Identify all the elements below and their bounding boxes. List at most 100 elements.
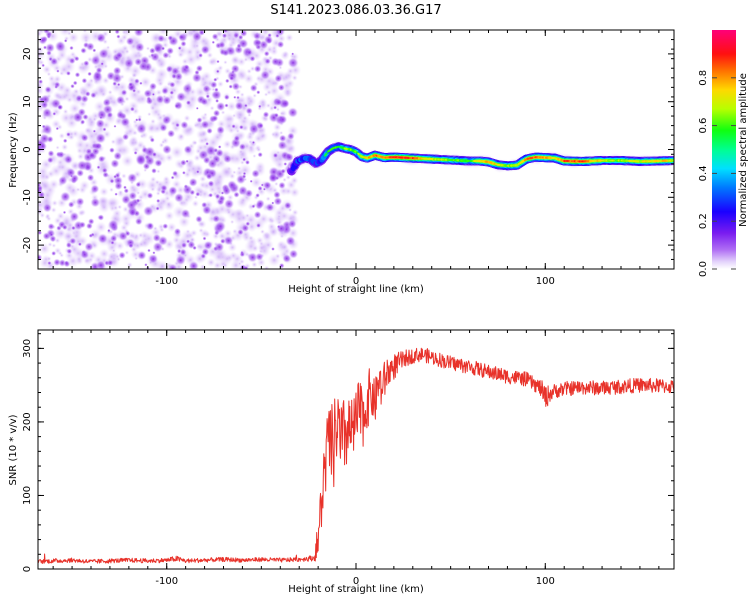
noise-blob — [122, 133, 130, 141]
noise-blob — [209, 105, 215, 111]
noise-blob — [120, 223, 128, 232]
noise-blob — [96, 32, 107, 43]
noise-blob — [59, 191, 71, 203]
noise-blob — [177, 51, 185, 59]
noise-blob — [63, 39, 68, 43]
noise-blob — [188, 177, 198, 187]
noise-blob — [255, 252, 264, 261]
noise-blob — [229, 251, 238, 261]
noise-blob — [182, 184, 193, 195]
noise-blob — [221, 33, 228, 39]
colorbar-ticks: 0.0 0.2 0.4 0.6 0.8 — [698, 70, 736, 277]
noise-blob — [164, 153, 174, 163]
noise-blob — [74, 72, 81, 78]
noise-blob — [196, 117, 203, 124]
noise-blob — [49, 232, 54, 237]
noise-blob — [149, 82, 157, 91]
noise-blob — [98, 48, 109, 60]
noise-blob — [248, 123, 260, 135]
noise-blob — [190, 229, 198, 237]
noise-blob — [256, 90, 261, 95]
noise-blob — [237, 229, 244, 236]
ridge-segment — [324, 152, 328, 157]
noise-blob — [115, 51, 124, 59]
noise-blob — [222, 30, 228, 34]
noise-blob — [216, 69, 220, 74]
noise-blob — [238, 34, 244, 40]
noise-blob — [95, 118, 106, 129]
noise-blob — [153, 44, 162, 53]
noise-blob — [39, 212, 46, 219]
noise-blob — [241, 174, 247, 179]
noise-blob — [123, 58, 134, 69]
noise-blob — [203, 240, 213, 250]
noise-blob — [44, 86, 52, 93]
noise-blob — [216, 125, 226, 135]
noise-blob — [156, 169, 161, 174]
noise-blob — [62, 210, 67, 215]
noise-blob — [206, 51, 214, 59]
noise-blob — [255, 199, 265, 209]
noise-blob — [156, 198, 161, 203]
noise-blob — [249, 179, 253, 183]
noise-blob — [245, 132, 255, 142]
noise-blob — [185, 100, 192, 106]
noise-blob — [255, 193, 260, 198]
noise-blob — [174, 72, 183, 81]
spectrogram-xlabel: Height of straight line (km) — [288, 284, 424, 295]
noise-blob — [143, 89, 153, 98]
noise-blob — [214, 193, 221, 200]
noise-blob — [113, 124, 117, 128]
noise-blob — [182, 83, 193, 94]
noise-blob — [109, 147, 115, 154]
noise-blob — [43, 173, 51, 181]
noise-blob — [200, 253, 206, 259]
noise-blob — [202, 236, 207, 241]
noise-blob — [115, 241, 125, 251]
noise-blob — [237, 185, 248, 196]
noise-blob — [162, 144, 172, 155]
noise-blob — [57, 151, 65, 159]
noise-blob — [100, 91, 107, 98]
noise-blob — [238, 38, 249, 49]
noise-blob — [149, 137, 155, 143]
x-tick-label: 0 — [353, 576, 359, 587]
noise-blob — [288, 249, 299, 259]
noise-blob — [180, 159, 187, 166]
noise-blob — [155, 94, 165, 104]
noise-blob — [166, 47, 174, 55]
noise-blob — [142, 232, 156, 246]
noise-blob — [118, 251, 126, 259]
noise-blob — [118, 231, 128, 241]
noise-blob — [38, 254, 43, 261]
noise-blob — [170, 145, 184, 160]
noise-blob — [238, 143, 246, 151]
noise-blob — [57, 104, 64, 111]
noise-blob — [286, 67, 295, 76]
noise-blob — [257, 152, 263, 158]
noise-blob — [75, 187, 81, 192]
noise-blob — [155, 206, 160, 211]
noise-blob — [41, 124, 46, 129]
noise-blob — [80, 119, 86, 125]
noise-blob — [180, 208, 191, 219]
noise-blob — [233, 191, 240, 198]
noise-blob — [72, 80, 78, 86]
noise-blob — [139, 76, 152, 89]
noise-blob — [150, 186, 156, 192]
noise-blob — [145, 97, 154, 105]
noise-blob — [64, 155, 73, 164]
noise-blob — [47, 223, 55, 230]
noise-blob — [206, 257, 216, 268]
noise-blob — [256, 147, 262, 153]
noise-blob — [238, 212, 249, 223]
noise-blob — [43, 45, 47, 50]
noise-blob — [53, 74, 62, 84]
noise-blob — [188, 260, 199, 269]
noise-blob — [62, 224, 68, 231]
noise-blob — [86, 222, 93, 230]
y-tick-label: 200 — [22, 412, 33, 431]
noise-blob — [265, 196, 271, 202]
noise-blob — [87, 71, 92, 77]
